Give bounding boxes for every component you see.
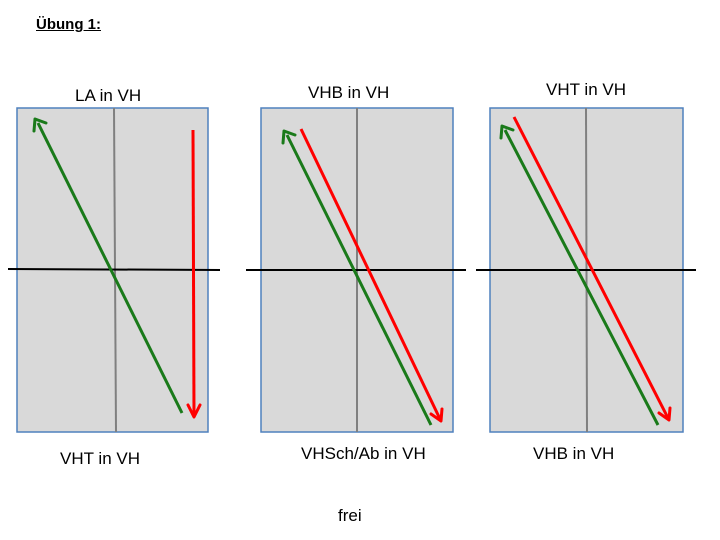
panel-2-red-arrow (299, 128, 442, 420)
panel-1-red-arrow (191, 129, 196, 416)
panel-3 (476, 107, 696, 433)
panel-1-bottom-label: VHT in VH (60, 449, 140, 468)
panel-2-green-arrowhead (281, 129, 297, 145)
panel-2-bottom-label: VHSch/Ab in VH (301, 444, 426, 463)
panel-1-horizontal-line (7, 268, 221, 271)
panel-1 (7, 107, 221, 433)
panel-3-top-label: VHT in VH (546, 80, 626, 99)
panel-3-green-arrow (503, 129, 660, 426)
panel-3-red-arrow (512, 116, 670, 419)
panel-2 (246, 107, 466, 433)
footer-label: frei (338, 506, 362, 525)
panel-2-green-arrow (285, 134, 433, 426)
exercise-heading: Übung 1: (36, 16, 101, 33)
panel-3-green-arrowhead (499, 124, 515, 140)
panel-3-bottom-label: VHB in VH (533, 444, 615, 463)
panel-1-red-arrowhead (186, 403, 202, 419)
panel-2-red-arrowhead (429, 407, 444, 423)
panel-1-green-arrowhead (32, 117, 48, 133)
panel-1-top-label: LA in VH (75, 86, 142, 105)
panel-3-red-arrowhead (657, 406, 672, 422)
panel-2-top-label: VHB in VH (308, 83, 390, 102)
panel-1-green-arrow (36, 122, 184, 414)
